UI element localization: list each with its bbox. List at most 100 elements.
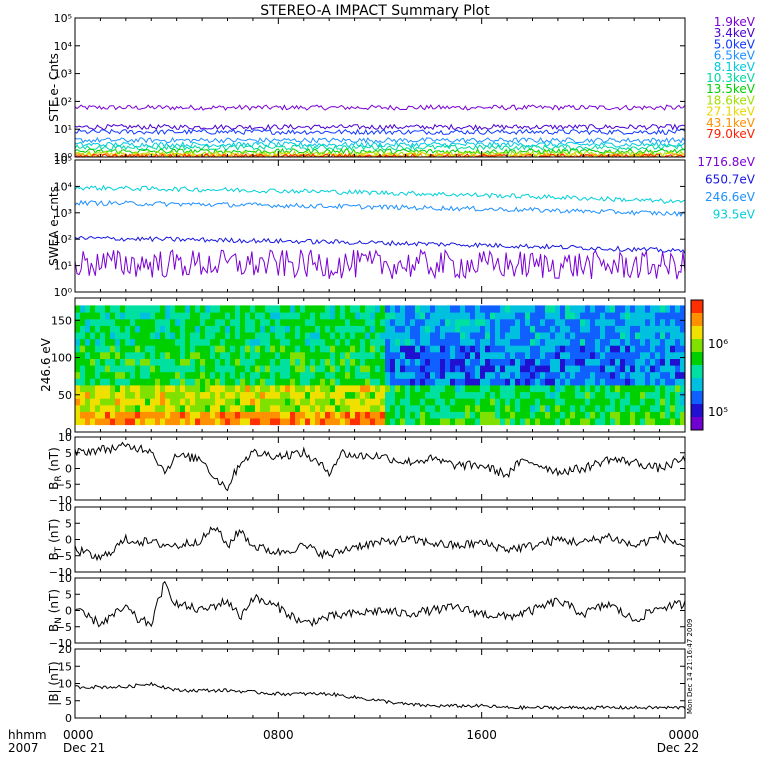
- heatmap-cell: [480, 391, 486, 399]
- heatmap-cell: [335, 365, 341, 373]
- heatmap-cell: [280, 378, 286, 386]
- heatmap-cell: [205, 351, 211, 359]
- heatmap-cell: [375, 331, 381, 340]
- heatmap-cell: [465, 411, 471, 419]
- heatmap-cell: [525, 398, 531, 406]
- heatmap-cell: [185, 305, 191, 313]
- heatmap-cell: [185, 411, 191, 419]
- heatmap-cell: [320, 384, 326, 393]
- heatmap-cell: [265, 345, 271, 353]
- heatmap-cell: [455, 391, 461, 399]
- heatmap-cell: [580, 411, 586, 419]
- heatmap-cell: [515, 371, 521, 379]
- heatmap-cell: [240, 358, 246, 366]
- heatmap-cell: [180, 325, 186, 333]
- heatmap-cell: [270, 358, 276, 366]
- series-8.1keV: [75, 140, 685, 149]
- heatmap-cell: [315, 417, 321, 426]
- heatmap-cell: [550, 417, 556, 426]
- heatmap-cell: [145, 411, 151, 419]
- heatmap-cell: [345, 358, 351, 366]
- heatmap-cell: [300, 358, 306, 366]
- heatmap-cell: [120, 312, 126, 320]
- heatmap-cell: [485, 391, 491, 399]
- heatmap-cell: [245, 365, 251, 373]
- heatmap-cell: [200, 398, 206, 406]
- heatmap-cell: [325, 312, 331, 320]
- heatmap-cell: [515, 358, 521, 366]
- heatmap-cell: [185, 358, 191, 366]
- y-tick-label: 50: [58, 389, 72, 402]
- heatmap-cell: [475, 391, 481, 399]
- heatmap-cell: [570, 417, 576, 426]
- heatmap-cell: [495, 398, 501, 406]
- heatmap-cell: [215, 338, 221, 346]
- heatmap-cell: [150, 351, 156, 359]
- heatmap-cell: [340, 404, 346, 412]
- heatmap-cell: [325, 391, 331, 399]
- heatmap-cell: [535, 358, 541, 366]
- heatmap-cell: [405, 417, 411, 426]
- heatmap-cell: [525, 417, 531, 426]
- heatmap-cell: [200, 417, 206, 426]
- heatmap-cell: [475, 338, 481, 346]
- heatmap-cell: [240, 378, 246, 386]
- heatmap-cell: [500, 305, 506, 313]
- heatmap-cell: [330, 331, 336, 340]
- heatmap-cell: [660, 318, 666, 326]
- heatmap-cell: [370, 417, 376, 426]
- heatmap-cell: [350, 331, 356, 340]
- heatmap-cell: [470, 345, 476, 353]
- y-axis-label: SWEA e- cnts: [47, 186, 61, 266]
- heatmap-cell: [375, 398, 381, 406]
- heatmap-cell: [205, 371, 211, 379]
- heatmap-cell: [335, 338, 341, 346]
- heatmap-cell: [465, 371, 471, 379]
- heatmap-cell: [550, 391, 556, 399]
- heatmap-cell: [480, 404, 486, 412]
- heatmap-cell: [175, 371, 181, 379]
- legend-entry: 18.6keV: [706, 93, 756, 107]
- heatmap-cell: [245, 358, 251, 366]
- heatmap-cell: [575, 318, 581, 326]
- heatmap-cell: [135, 331, 141, 340]
- heatmap-cell: [490, 417, 496, 426]
- heatmap-cell: [680, 371, 685, 379]
- heatmap-cell: [390, 345, 396, 353]
- heatmap-cell: [625, 338, 631, 346]
- heatmap-cell: [325, 378, 331, 386]
- heatmap-cell: [445, 345, 451, 353]
- heatmap-cell: [85, 358, 91, 366]
- heatmap-cell: [290, 391, 296, 399]
- heatmap-cell: [610, 345, 616, 353]
- heatmap-cell: [200, 325, 206, 333]
- heatmap-cell: [180, 365, 186, 373]
- heatmap-cell: [595, 404, 601, 412]
- heatmap-cell: [245, 404, 251, 412]
- heatmap-cell: [395, 338, 401, 346]
- heatmap-cell: [175, 351, 181, 359]
- heatmap-cell: [260, 378, 266, 386]
- heatmap-cell: [615, 305, 621, 313]
- heatmap-cell: [235, 345, 241, 353]
- heatmap-cell: [105, 358, 111, 366]
- heatmap-cell: [460, 305, 466, 313]
- heatmap-cell: [420, 318, 426, 326]
- heatmap-cell: [560, 325, 566, 333]
- heatmap-cell: [500, 318, 506, 326]
- heatmap-cell: [575, 345, 581, 353]
- heatmap-cell: [120, 417, 126, 426]
- heatmap-cell: [365, 365, 371, 373]
- heatmap-cell: [125, 384, 131, 393]
- heatmap-cell: [315, 391, 321, 399]
- legend-entry: 1.9keV: [714, 15, 756, 29]
- heatmap-cell: [570, 404, 576, 412]
- heatmap-cell: [155, 417, 161, 426]
- heatmap-cell: [670, 358, 676, 366]
- heatmap-cell: [595, 338, 601, 346]
- heatmap-cell: [75, 365, 81, 373]
- heatmap-cell: [145, 398, 151, 406]
- heatmap-cell: [375, 305, 381, 313]
- heatmap-cell: [415, 345, 421, 353]
